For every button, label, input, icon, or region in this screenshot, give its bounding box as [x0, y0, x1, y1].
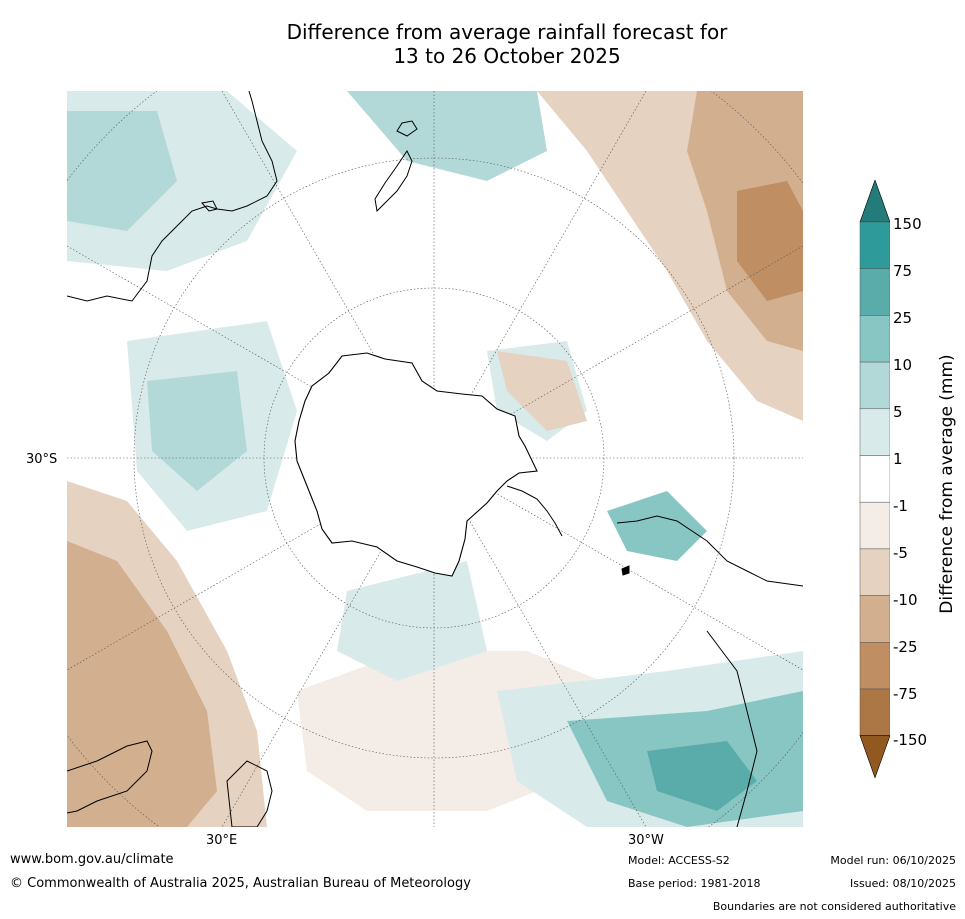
- dry-region-west-core: [67, 541, 217, 827]
- africa-coast: [67, 740, 153, 814]
- wet-region-drake-passage: [607, 491, 707, 561]
- colorbar-arrow-top: [859, 180, 890, 223]
- colorbar-box: [859, 595, 890, 643]
- australia-coast: [67, 91, 278, 302]
- colorbar-segments: [859, 180, 890, 779]
- colorbar-tick: -1: [893, 497, 908, 515]
- map-title-line-1: Difference from average rainfall forecas…: [286, 20, 728, 44]
- colorbar-tick: -150: [893, 731, 928, 749]
- colorbar-tick: -75: [893, 685, 918, 703]
- tasmania-coast: [201, 200, 218, 212]
- colorbar: [859, 180, 890, 779]
- map-title: Difference from average rainfall forecas…: [67, 20, 947, 68]
- colorbar-box: [859, 221, 890, 269]
- model-text: Model: ACCESS-S2: [628, 854, 730, 867]
- map-title-line-2: 13 to 26 October 2025: [393, 44, 621, 68]
- lon-label-30e: 30°E: [206, 833, 238, 848]
- colorbar-tick: 1: [893, 450, 903, 468]
- falklands: [621, 565, 630, 576]
- colorbar-box: [859, 642, 890, 690]
- wet-region-south-east-strong: [647, 741, 757, 811]
- colorbar-tick: -25: [893, 638, 918, 656]
- wet-region-center-left-core: [147, 371, 247, 491]
- colorbar-tick: 75: [893, 262, 913, 280]
- base-period-text: Base period: 1981-2018: [628, 877, 761, 890]
- lat-label-30s: 30°S: [26, 452, 58, 467]
- copyright-text: © Commonwealth of Australia 2025, Austra…: [10, 876, 471, 891]
- anomaly-shading: [67, 91, 803, 827]
- colorbar-box: [859, 408, 890, 456]
- colorbar-box: [859, 361, 890, 410]
- new-zealand-south: [374, 150, 413, 213]
- colorbar-arrow-bottom: [859, 735, 890, 779]
- colorbar-box: [859, 455, 890, 503]
- madagascar: [226, 760, 273, 827]
- map-svg: [67, 91, 803, 827]
- colorbar-box: [859, 548, 890, 596]
- website-link[interactable]: www.bom.gov.au/climate: [10, 852, 174, 867]
- colorbar-tick: 5: [893, 403, 903, 421]
- colorbar-tick: -5: [893, 544, 908, 562]
- model-run-text: Model run: 06/10/2025: [830, 854, 956, 867]
- colorbar-tick: 150: [893, 215, 922, 233]
- colorbar-box: [859, 315, 890, 363]
- colorbar-box: [859, 268, 890, 316]
- dry-region-east-strong: [737, 181, 803, 301]
- south-america-coast: [616, 515, 803, 587]
- issued-text: Issued: 08/10/2025: [849, 877, 956, 890]
- antarctic-peninsula: [506, 485, 563, 537]
- wet-region-mid: [337, 561, 487, 681]
- colorbar-box: [859, 688, 890, 736]
- antarctica-outline: [294, 352, 538, 577]
- new-zealand-north: [396, 120, 418, 137]
- colorbar-box: [859, 501, 890, 550]
- wet-region-north: [347, 91, 547, 181]
- lon-label-30w: 30°W: [628, 833, 664, 848]
- rainfall-anomaly-map: [67, 91, 803, 827]
- colorbar-tick: 25: [893, 309, 913, 327]
- colorbar-title: Difference from average (mm): [937, 354, 957, 614]
- disclaimer-text: Boundaries are not considered authoritat…: [712, 900, 956, 913]
- dry-region-antarctic-edge: [497, 351, 587, 431]
- wet-region-northwest-core: [67, 111, 177, 231]
- south-america-east-coast: [706, 630, 758, 827]
- colorbar-tick: -10: [893, 591, 918, 609]
- colorbar-tick: 10: [893, 356, 913, 374]
